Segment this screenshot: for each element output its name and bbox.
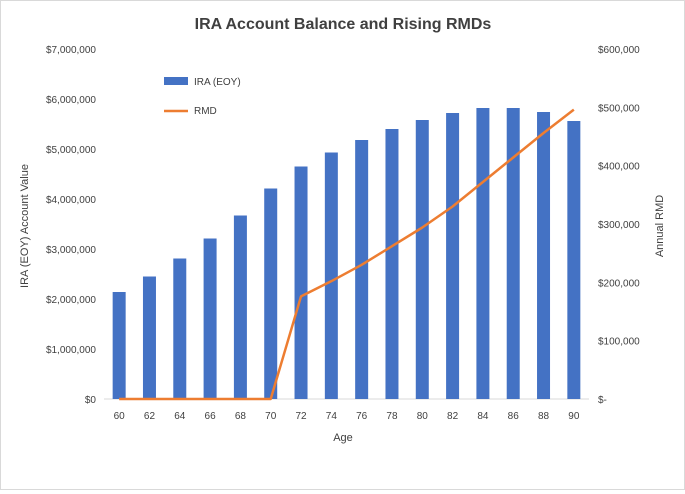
bar [113, 292, 126, 399]
x-tick-label: 76 [356, 411, 368, 422]
right-axis-ticks: $- $100,000 $200,000 $300,000 $400,000 $500,0… [598, 45, 640, 406]
x-tick-label: 74 [326, 411, 338, 422]
bar [446, 113, 459, 399]
bar [537, 112, 550, 399]
y2-tick-label: $200,000 [598, 278, 640, 289]
line-series [119, 110, 574, 400]
legend-bar-label: IRA (EOY) [194, 77, 241, 88]
x-tick-label: 68 [235, 411, 247, 422]
x-axis-ticks: 60 62 64 66 68 70 72 74 76 78 80 82 84 86 88 90 [114, 411, 580, 422]
x-tick-label: 86 [508, 411, 520, 422]
bar [416, 120, 429, 399]
bar [143, 277, 156, 400]
x-tick-label: 66 [205, 411, 217, 422]
x-axis-title: Age [333, 432, 353, 444]
x-tick-label: 70 [265, 411, 277, 422]
y-tick-label: $6,000,000 [46, 95, 96, 106]
y2-tick-label: $400,000 [598, 162, 640, 173]
y2-axis-title: Annual RMD [654, 195, 666, 257]
y-tick-label: $2,000,000 [46, 295, 96, 306]
x-tick-label: 72 [295, 411, 307, 422]
x-tick-label: 84 [477, 411, 489, 422]
bar-series [113, 108, 581, 399]
left-axis-ticks: $0 $1,000,000 $2,000,000 $3,000,000 $4,000,0… [46, 45, 96, 406]
bar [507, 108, 520, 399]
chart-title: IRA Account Balance and Rising RMDs [195, 16, 492, 33]
x-tick-label: 60 [114, 411, 126, 422]
x-tick-label: 64 [174, 411, 186, 422]
y2-tick-label: $500,000 [598, 103, 640, 114]
y-tick-label: $5,000,000 [46, 145, 96, 156]
x-tick-label: 90 [568, 411, 580, 422]
bar [355, 140, 368, 399]
x-tick-label: 62 [144, 411, 156, 422]
bar [325, 153, 338, 400]
x-tick-label: 82 [447, 411, 459, 422]
y-tick-label: $4,000,000 [46, 195, 96, 206]
x-tick-label: 88 [538, 411, 550, 422]
y-tick-label: $0 [85, 395, 97, 406]
y-tick-label: $3,000,000 [46, 245, 96, 256]
bar [476, 108, 489, 399]
y2-tick-label: $300,000 [598, 220, 640, 231]
bar [567, 121, 580, 399]
bar [204, 239, 217, 400]
y2-tick-label: $600,000 [598, 45, 640, 56]
bar [173, 259, 186, 400]
y2-tick-label: $100,000 [598, 337, 640, 348]
legend: IRA (EOY) RMD [164, 77, 241, 117]
legend-line-label: RMD [194, 106, 217, 117]
legend-bar-swatch [164, 77, 188, 85]
bar [385, 129, 398, 399]
bar [234, 216, 247, 400]
bar [295, 167, 308, 400]
y-tick-label: $1,000,000 [46, 345, 96, 356]
bar [264, 189, 277, 400]
y2-tick-label: $- [598, 395, 607, 406]
y-tick-label: $7,000,000 [46, 45, 96, 56]
x-tick-label: 80 [417, 411, 429, 422]
y-axis-title: IRA (EOY) Account Value [19, 164, 31, 288]
x-tick-label: 78 [386, 411, 398, 422]
rmd-line [119, 110, 574, 399]
